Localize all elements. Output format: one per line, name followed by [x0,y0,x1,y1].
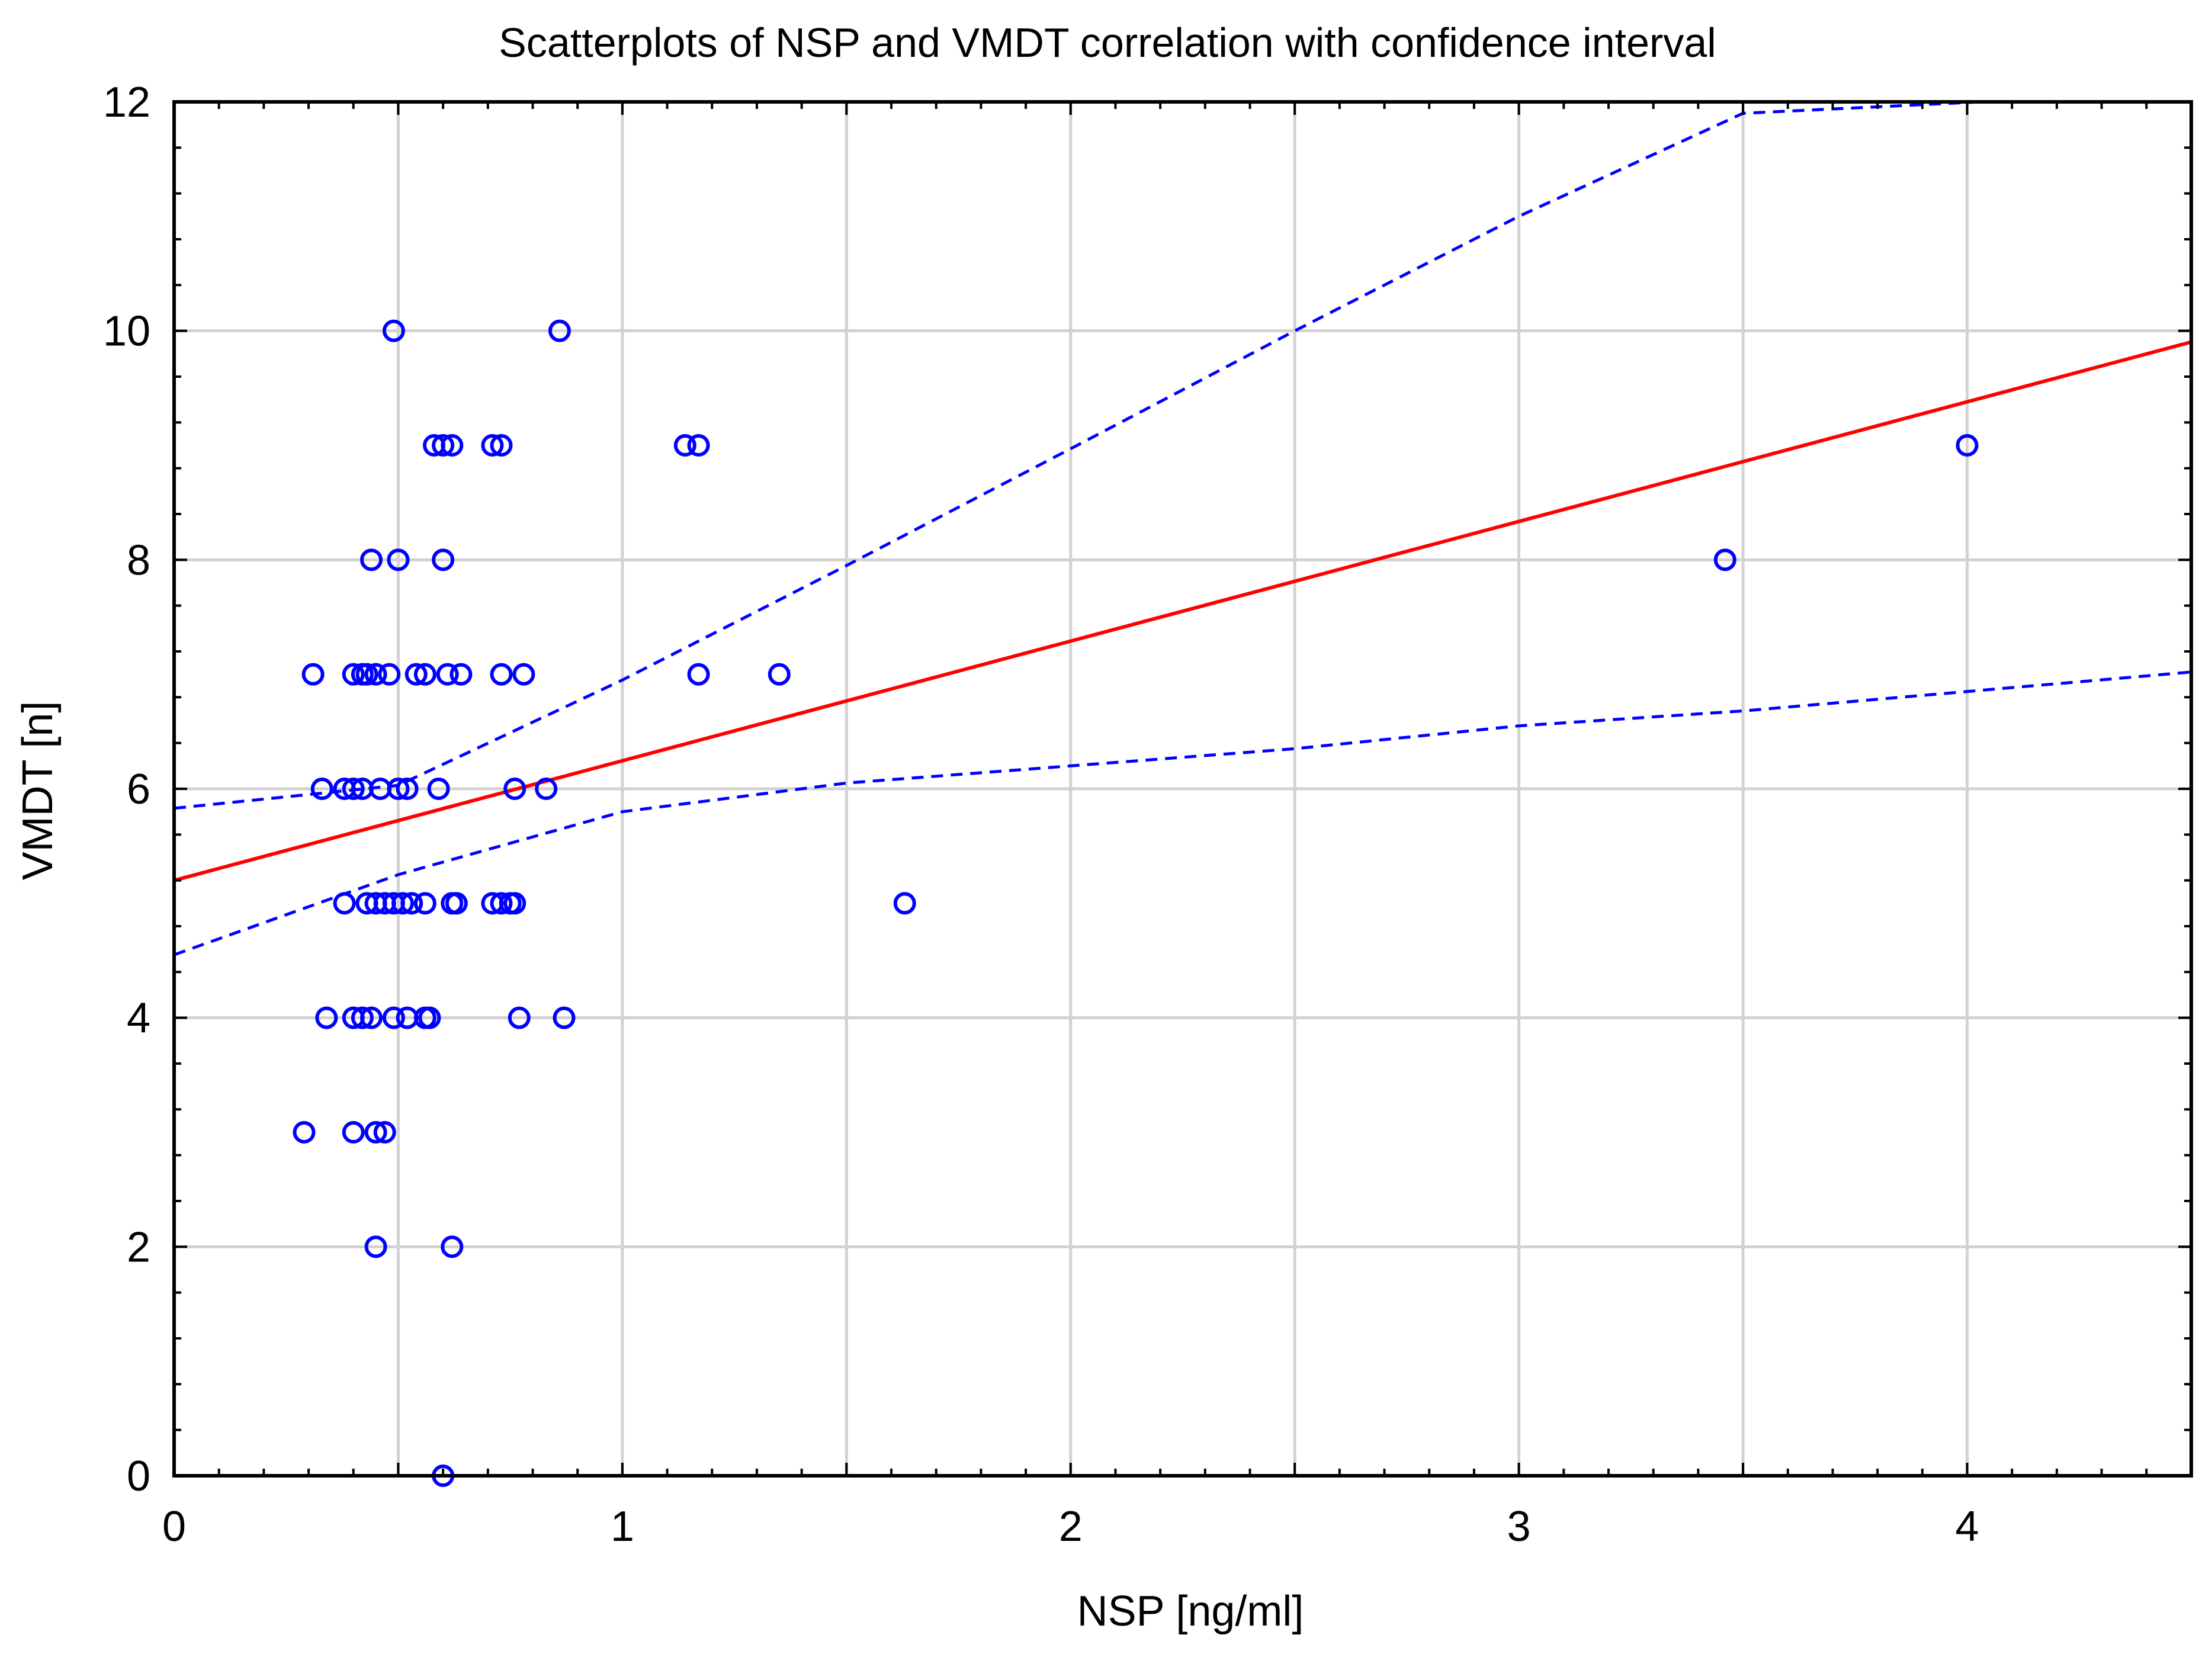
y-axis-label: VMDT [n] [14,701,62,881]
data-point [512,663,535,686]
data-point [382,1006,405,1029]
data-point [333,892,356,915]
y-tick-label: 4 [127,995,150,1042]
data-point [418,1006,441,1029]
data-point [893,892,916,915]
data-point [436,663,459,686]
data-point [1713,548,1736,571]
data-point [404,663,428,686]
data-point [382,319,405,342]
data-point [342,663,365,686]
confidence-bands [174,102,2191,956]
y-tick-label: 10 [103,308,150,355]
data-point [387,548,410,571]
y-tick-label: 12 [103,79,150,126]
data-point [301,663,325,686]
data-point [364,663,387,686]
data-point [413,892,436,915]
confidence-upper-line [174,102,1981,810]
data-point [342,1121,365,1144]
data-point [441,1235,464,1258]
data-point [310,778,333,800]
data-point [360,1006,383,1029]
y-tick-label: 6 [127,766,150,813]
data-point [342,778,365,800]
x-tick-label: 4 [1956,1503,1979,1550]
x-tick-label: 2 [1059,1503,1083,1550]
data-point [364,1235,387,1258]
data-point [387,778,410,800]
data-point [360,548,383,571]
data-point [687,434,710,457]
data-point [391,892,415,915]
grid-layer [174,102,2193,1476]
data-point [315,1006,338,1029]
data-point [553,1006,576,1029]
x-axis-label: NSP [ng/ml] [1077,1588,1304,1635]
data-point [490,434,513,457]
data-point [413,663,436,686]
data-point [396,778,419,800]
scatter-points [293,319,1979,1487]
data-point [768,663,791,686]
data-point [1956,434,1979,457]
data-point [445,892,468,915]
data-point [351,1006,374,1029]
chart-title: Scatterplots of NSP and VMDT correlation… [499,20,1716,66]
data-point [548,319,571,342]
data-point [673,434,696,457]
data-point [535,778,558,800]
data-point [355,663,378,686]
data-point [400,892,423,915]
data-point [503,778,526,800]
confidence-lower-line [174,670,2191,956]
x-tick-label: 3 [1507,1503,1531,1550]
y-tick-label: 8 [127,537,150,584]
regression-line-layer [174,340,2192,882]
x-tick-label: 0 [162,1503,186,1550]
data-point [378,663,401,686]
data-point [503,892,526,915]
data-point [427,778,450,800]
data-point [432,548,455,571]
data-point [364,1121,387,1144]
data-point [687,663,710,686]
x-tick-label: 1 [611,1503,634,1550]
y-tick-label: 2 [127,1223,150,1271]
data-point [432,434,455,457]
data-point [441,434,464,457]
data-point [450,663,473,686]
regression-line [174,340,2192,882]
data-point [490,663,513,686]
data-point [481,434,504,457]
y-tick-label: 0 [127,1453,150,1500]
data-point [293,1121,316,1144]
data-point [490,892,513,915]
data-point [373,1121,396,1144]
data-point [508,1006,531,1029]
